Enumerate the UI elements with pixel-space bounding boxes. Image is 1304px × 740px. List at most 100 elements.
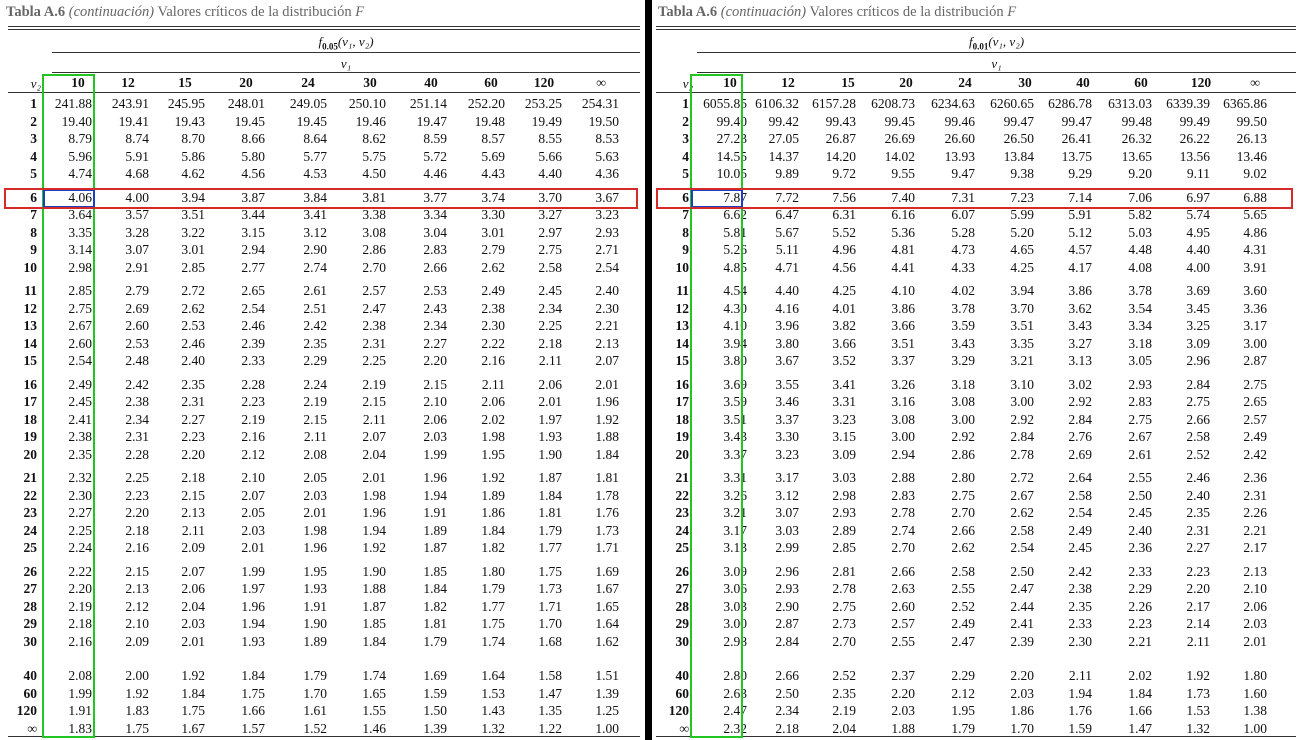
table-cell: 1.89 bbox=[303, 633, 327, 649]
table-cell: 2.69 bbox=[1068, 446, 1092, 462]
table-cell: 2.40 bbox=[595, 283, 619, 298]
table-cell: 3.34 bbox=[423, 207, 447, 223]
table-cell: 3.43 bbox=[951, 335, 975, 351]
top-rule-2 bbox=[8, 29, 640, 30]
table-cell: 2.84 bbox=[775, 633, 799, 649]
table-right bbox=[652, 0, 1304, 740]
column-header: 24 bbox=[958, 75, 972, 90]
table-cell: 3.94 bbox=[181, 189, 205, 205]
table-cell: 14.55 bbox=[716, 148, 747, 164]
table-cell: 249.05 bbox=[289, 96, 327, 111]
table-cell: 2.23 bbox=[1186, 563, 1210, 579]
table-number: Tabla A.6 bbox=[658, 4, 718, 20]
row-label: 13 bbox=[675, 318, 690, 334]
table-cell: 2.66 bbox=[1186, 411, 1210, 427]
table-cell: 6286.78 bbox=[1048, 96, 1092, 111]
table-cell: 3.22 bbox=[181, 224, 205, 240]
table-cell: 2.93 bbox=[775, 581, 799, 597]
row-label: 17 bbox=[23, 394, 38, 410]
table-cell: 2.19 bbox=[68, 598, 92, 614]
column-header: 20 bbox=[899, 75, 913, 90]
table-cell: 1.22 bbox=[538, 720, 562, 736]
table-cell: 2.91 bbox=[125, 259, 149, 275]
table-cell: 1.57 bbox=[241, 720, 265, 736]
table-cell: 3.07 bbox=[125, 242, 149, 258]
table-cell: 1.00 bbox=[595, 720, 619, 736]
table-cell: 2.96 bbox=[1186, 353, 1210, 369]
table-cell: 1.53 bbox=[1186, 703, 1210, 719]
table-cell: 2.12 bbox=[241, 446, 265, 462]
table-cell: 3.15 bbox=[832, 429, 856, 445]
table-cell: 2.62 bbox=[481, 259, 505, 275]
row-label: 3 bbox=[30, 131, 37, 147]
table-cell: 2.92 bbox=[1010, 411, 1034, 427]
table-cell: 26.13 bbox=[1236, 131, 1267, 147]
row-label: 8 bbox=[30, 224, 37, 240]
row-label: 16 bbox=[675, 376, 690, 392]
table-cell: 3.23 bbox=[775, 446, 799, 462]
table-cell: 2.18 bbox=[538, 335, 562, 351]
panel-divider bbox=[645, 0, 652, 740]
top-rule-2 bbox=[656, 29, 1296, 30]
table-cell: 5.03 bbox=[1128, 224, 1152, 240]
table-cell: 2.84 bbox=[1068, 411, 1092, 427]
table-cell: 4.02 bbox=[951, 283, 975, 298]
table-cell: 2.83 bbox=[423, 242, 447, 258]
table-cell: 2.89 bbox=[832, 522, 856, 538]
table-cell: 2.18 bbox=[125, 522, 149, 538]
row-label: 6 bbox=[30, 189, 37, 205]
row-label: 14 bbox=[23, 335, 38, 351]
table-cell: 2.57 bbox=[362, 283, 386, 298]
table-cell: 1.90 bbox=[303, 616, 327, 632]
table-cell: 4.40 bbox=[538, 166, 562, 182]
table-cell: 2.07 bbox=[362, 429, 386, 445]
table-cell: 250.10 bbox=[348, 96, 386, 111]
table-cell: 3.00 bbox=[1010, 394, 1034, 410]
table-cell: 3.41 bbox=[832, 376, 856, 392]
table-cell: 2.01 bbox=[303, 505, 327, 521]
table-cell: 4.65 bbox=[1010, 242, 1034, 258]
table-cell: 1.81 bbox=[538, 505, 562, 521]
table-cell: 2.54 bbox=[241, 300, 265, 316]
table-cell: 2.61 bbox=[1128, 446, 1152, 462]
row-label: 26 bbox=[675, 563, 690, 579]
column-header: 40 bbox=[1076, 75, 1090, 90]
table-cell: 2.23 bbox=[241, 394, 265, 410]
row-label: ∞ bbox=[679, 720, 689, 736]
table-cell: 19.46 bbox=[355, 113, 386, 129]
table-cell: 2.23 bbox=[125, 487, 149, 503]
table-cell: 1.77 bbox=[538, 540, 562, 556]
table-cell: 2.15 bbox=[125, 563, 149, 579]
table-cell: 3.10 bbox=[1010, 376, 1034, 392]
table-cell: 1.94 bbox=[241, 616, 265, 632]
table-cell: 3.78 bbox=[951, 300, 975, 316]
table-cell: 2.08 bbox=[68, 668, 92, 683]
table-cell: 2.97 bbox=[538, 224, 562, 240]
table-cell: 2.45 bbox=[538, 283, 562, 298]
table-cell: 7.06 bbox=[1128, 189, 1152, 205]
row-label: 20 bbox=[23, 446, 38, 462]
table-cell: 2.57 bbox=[1243, 411, 1267, 427]
table-cell: 2.20 bbox=[125, 505, 149, 521]
table-cell: 2.09 bbox=[181, 540, 205, 556]
table-cell: 2.65 bbox=[1243, 394, 1267, 410]
table-cell: 2.38 bbox=[68, 429, 92, 445]
table-cell: 2.63 bbox=[891, 581, 915, 597]
table-cell: 7.56 bbox=[832, 189, 856, 205]
table-cell: 5.99 bbox=[1010, 207, 1034, 223]
table-cell: 2.13 bbox=[181, 505, 205, 521]
table-cell: 2.79 bbox=[481, 242, 505, 258]
table-cell: 2.04 bbox=[832, 720, 856, 736]
table-cell: 1.52 bbox=[303, 720, 327, 736]
table-cell: 2.25 bbox=[125, 470, 149, 485]
row-label: 27 bbox=[675, 581, 690, 597]
table-cell: 5.75 bbox=[362, 148, 386, 164]
table-cell: 5.74 bbox=[1186, 207, 1210, 223]
table-cell: 3.43 bbox=[1068, 318, 1092, 334]
table-cell: 3.01 bbox=[481, 224, 505, 240]
table-cell: 3.09 bbox=[832, 446, 856, 462]
row-label: 25 bbox=[23, 540, 38, 556]
row-label: 2 bbox=[30, 113, 37, 129]
table-cell: 2.50 bbox=[1128, 487, 1152, 503]
table-cell: 3.36 bbox=[1243, 300, 1267, 316]
